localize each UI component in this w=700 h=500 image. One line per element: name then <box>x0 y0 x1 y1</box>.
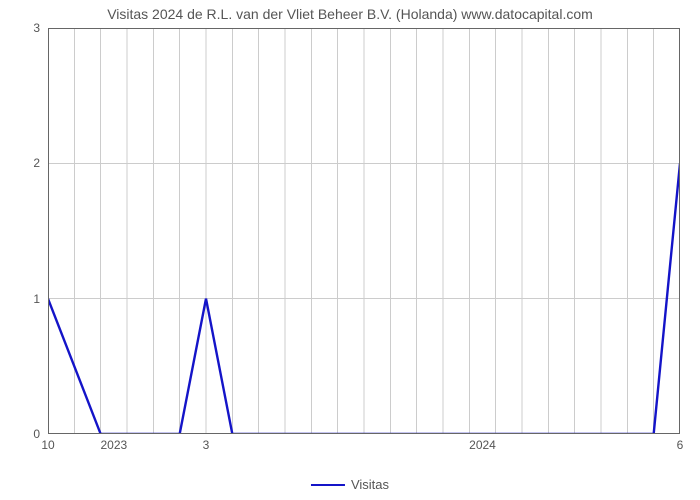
chart-title: Visitas 2024 de R.L. van der Vliet Behee… <box>0 6 700 22</box>
x-tick-label: 2024 <box>443 438 523 452</box>
y-tick-label: 2 <box>18 156 40 170</box>
grid-group <box>48 28 680 434</box>
x-tick-label: 2023 <box>74 438 154 452</box>
legend: Visitas <box>311 477 389 492</box>
legend-swatch <box>311 484 345 486</box>
y-tick-label: 1 <box>18 292 40 306</box>
x-tick-label: 6 <box>640 438 700 452</box>
chart-container: Visitas 2024 de R.L. van der Vliet Behee… <box>0 0 700 500</box>
x-tick-label: 3 <box>166 438 246 452</box>
y-tick-label: 3 <box>18 21 40 35</box>
legend-label: Visitas <box>351 477 389 492</box>
chart-plot <box>48 28 680 434</box>
